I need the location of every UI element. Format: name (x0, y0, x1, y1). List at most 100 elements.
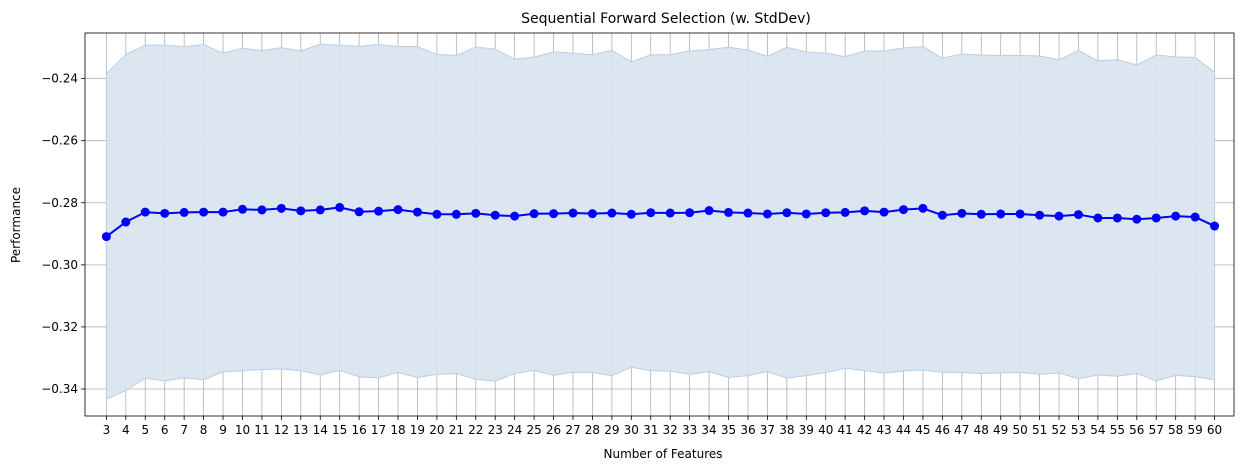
x-tick-label: 51 (1032, 423, 1047, 437)
x-tick-label: 15 (332, 423, 347, 437)
data-point (607, 208, 617, 218)
x-axis-title: Number of Features (604, 447, 723, 461)
x-tick-label: 40 (818, 423, 833, 437)
data-point (976, 209, 986, 219)
data-point (646, 208, 656, 218)
data-point (860, 206, 870, 216)
data-point (1132, 214, 1142, 224)
data-point (101, 232, 111, 242)
data-points-group (101, 202, 1220, 242)
data-point (451, 209, 461, 219)
x-tick-label: 34 (701, 423, 716, 437)
series-line (105, 206, 1215, 238)
data-point (957, 208, 967, 218)
x-tick-label: 43 (876, 423, 891, 437)
x-tick-label: 38 (779, 423, 794, 437)
x-tick-label: 11 (254, 423, 269, 437)
data-point (1190, 212, 1200, 222)
data-point (724, 207, 734, 217)
x-tick-label: 12 (274, 423, 289, 437)
x-tick-label: 18 (390, 423, 405, 437)
x-tick-label: 27 (565, 423, 580, 437)
x-tick-label: 25 (526, 423, 541, 437)
data-point (549, 209, 559, 219)
data-point (1073, 210, 1083, 220)
data-point (140, 207, 150, 217)
data-point (1054, 211, 1064, 221)
y-tick-label: −0.24 (41, 72, 78, 86)
data-point (743, 208, 753, 218)
data-point (685, 208, 695, 218)
data-point (782, 208, 792, 218)
data-point (762, 209, 772, 219)
data-point (1015, 209, 1025, 219)
x-tick-label: 5 (141, 423, 149, 437)
x-tick-label: 42 (857, 423, 872, 437)
data-point (199, 207, 209, 217)
data-point (374, 206, 384, 216)
x-tick-label: 53 (1071, 423, 1086, 437)
x-tick-label: 57 (1149, 423, 1164, 437)
x-tick-label: 23 (488, 423, 503, 437)
data-point (121, 217, 131, 227)
x-tick-label: 59 (1187, 423, 1202, 437)
x-tick-label: 4 (122, 423, 130, 437)
plot-border (84, 32, 1235, 417)
x-tick-label: 29 (604, 423, 619, 437)
data-point (996, 209, 1006, 219)
x-tick-label: 48 (974, 423, 989, 437)
axes-frame (84, 32, 1235, 417)
y-ticks: −0.34 −0.32 −0.30 −0.28 −0.26 −0.24 (41, 72, 85, 396)
data-point (354, 207, 364, 217)
data-point (704, 206, 714, 216)
x-ticks: 3 4 5 6 7 8 9 10 11 12 13 14 15 16 17 18 19 20 21 22 23 24 25 2… (103, 416, 1222, 437)
data-point (1035, 210, 1045, 220)
data-point (801, 209, 811, 219)
x-tick-label: 16 (351, 423, 366, 437)
x-tick-label: 60 (1207, 423, 1222, 437)
data-point (918, 203, 928, 213)
y-tick-label: −0.26 (41, 134, 78, 148)
x-tick-label: 54 (1090, 423, 1105, 437)
x-tick-label: 37 (760, 423, 775, 437)
x-tick-label: 41 (838, 423, 853, 437)
x-tick-label: 39 (799, 423, 814, 437)
data-point (335, 202, 345, 212)
x-tick-label: 24 (507, 423, 522, 437)
data-point (1112, 213, 1122, 223)
x-tick-label: 49 (993, 423, 1008, 437)
x-tick-label: 8 (200, 423, 208, 437)
chart-title: Sequential Forward Selection (w. StdDev) (521, 11, 811, 27)
x-tick-label: 56 (1129, 423, 1144, 437)
data-point (1151, 213, 1161, 223)
x-tick-label: 6 (161, 423, 169, 437)
data-point (879, 207, 889, 217)
data-point (179, 207, 189, 217)
x-tick-label: 19 (410, 423, 425, 437)
x-tick-label: 9 (219, 423, 227, 437)
x-tick-label: 14 (313, 423, 328, 437)
data-point (160, 208, 170, 218)
x-tick-label: 13 (293, 423, 308, 437)
data-point (821, 208, 831, 218)
data-point (510, 211, 520, 221)
x-tick-label: 45 (915, 423, 930, 437)
data-point (490, 210, 500, 220)
x-tick-label: 52 (1051, 423, 1066, 437)
data-point (1093, 213, 1103, 223)
x-tick-label: 47 (954, 423, 969, 437)
data-point (315, 205, 325, 215)
data-point (626, 209, 636, 219)
data-point (218, 207, 228, 217)
data-point (665, 208, 675, 218)
x-tick-label: 26 (546, 423, 561, 437)
data-point (412, 207, 422, 217)
x-tick-label: 33 (682, 423, 697, 437)
data-point (393, 205, 403, 215)
y-tick-label: −0.30 (41, 258, 78, 272)
data-point (471, 208, 481, 218)
x-tick-label: 46 (935, 423, 950, 437)
y-axis-title: Performance (9, 187, 23, 263)
x-tick-label: 17 (371, 423, 386, 437)
